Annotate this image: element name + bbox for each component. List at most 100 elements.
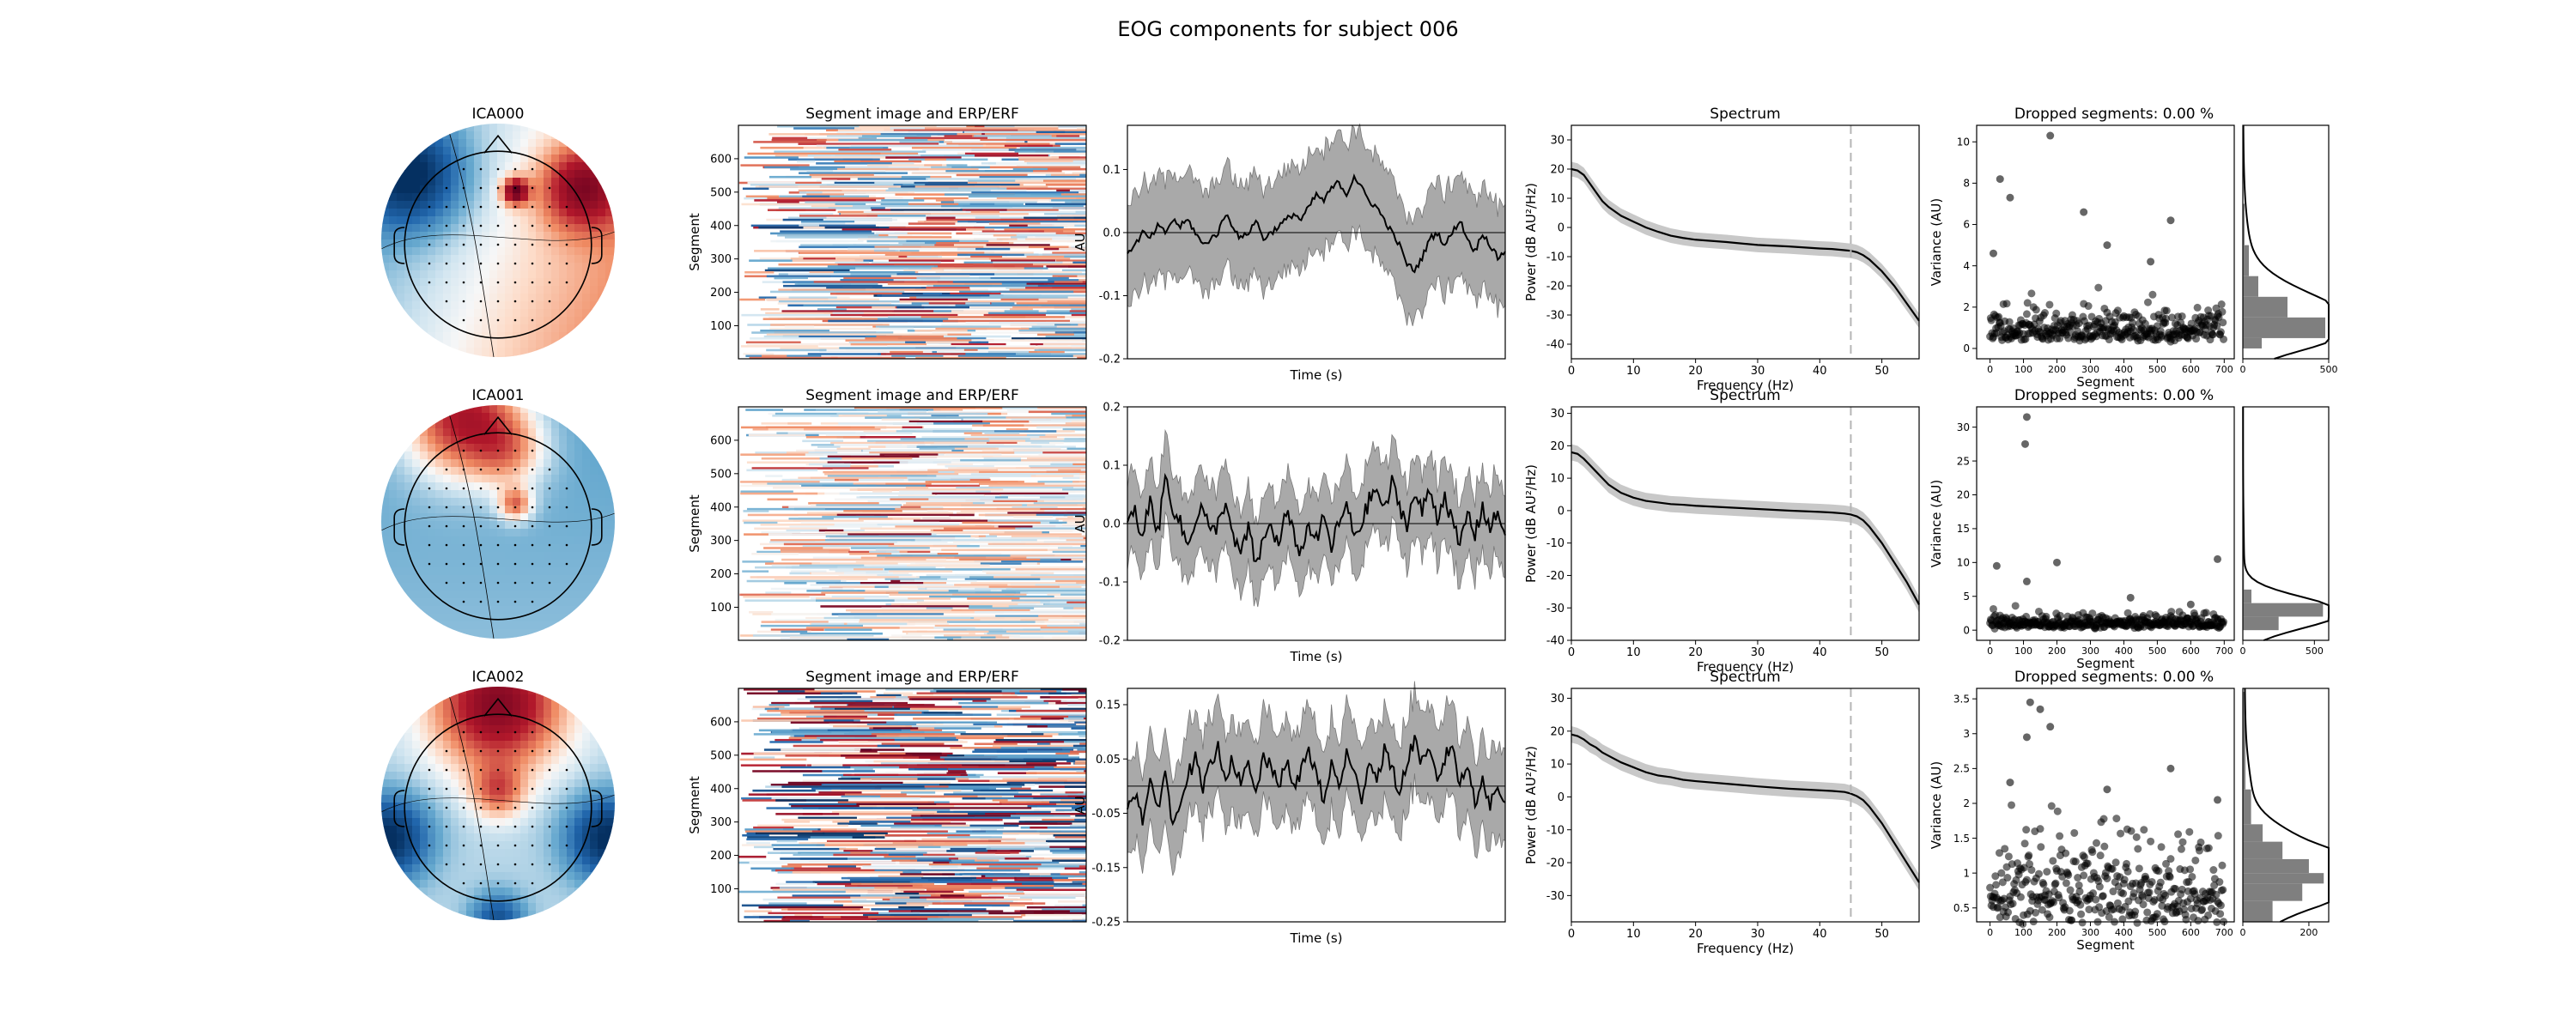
segment-point	[2143, 298, 2152, 306]
topomap-pixel	[412, 513, 421, 522]
topomap-pixel	[598, 710, 606, 718]
topomap-pixel	[598, 544, 606, 553]
topomap-pixel	[536, 629, 544, 638]
topomap-pixel	[528, 139, 537, 148]
segment-stripe	[890, 209, 963, 212]
topomap-pixel	[489, 725, 498, 734]
topomap-pixel	[613, 506, 615, 514]
topomap-pixel	[435, 536, 444, 545]
topomap-pixel	[497, 598, 506, 607]
topomap-pixel	[428, 216, 436, 225]
topomap-pixel	[574, 413, 583, 421]
topomap-pixel	[520, 733, 529, 742]
topomap-pixel	[536, 263, 544, 271]
topomap-pixel	[505, 779, 513, 788]
topomap-pixel	[505, 733, 513, 742]
outlier-point	[2166, 216, 2175, 225]
outlier-point	[2022, 413, 2031, 421]
topomap-pixel	[544, 309, 552, 318]
topomap-pixel	[428, 405, 436, 414]
topomap-pixel	[435, 405, 444, 414]
topomap-pixel	[443, 263, 452, 271]
topomap-pixel	[482, 810, 490, 819]
topomap-pixel	[428, 309, 436, 318]
sensor-dot	[531, 487, 534, 490]
topomap-pixel	[536, 444, 544, 452]
topomap-pixel	[474, 490, 483, 499]
topomap-pixel	[397, 482, 405, 491]
topomap-pixel	[451, 124, 459, 132]
segment-stripe	[933, 265, 1044, 268]
erp-confidence-band	[1127, 428, 1506, 608]
topomap-pixel	[613, 239, 615, 248]
topomap-pixel	[574, 201, 583, 209]
topomap-pixel	[466, 170, 475, 179]
topomap-pixel	[412, 772, 421, 780]
segment-stripe	[931, 267, 1024, 270]
topomap-pixel	[582, 286, 591, 294]
segment-stripe	[1082, 506, 1086, 509]
topomap-pixel	[605, 710, 614, 718]
topomap-pixel	[513, 263, 521, 271]
x-tick-label: 10	[1626, 365, 1641, 378]
topomap-pixel	[590, 294, 598, 302]
topomap-pixel	[451, 718, 459, 726]
topomap-pixel	[598, 185, 606, 194]
segment-stripe	[854, 407, 1003, 409]
topomap-pixel	[451, 506, 459, 514]
segment-stripe	[884, 556, 1027, 560]
segment-stripe	[963, 529, 1086, 532]
y-tick-label: 500	[710, 186, 732, 199]
segment-stripe	[759, 638, 848, 641]
segment-stripe	[1048, 167, 1086, 171]
topomap-pixel	[497, 185, 506, 194]
segment-stripe	[799, 245, 921, 249]
topomap-pixel	[590, 772, 598, 780]
topomap-pixel	[428, 756, 436, 765]
topomap-pixel	[536, 348, 544, 356]
topomap-pixel	[389, 124, 398, 132]
segment-stripe	[778, 300, 915, 303]
topomap-pixel	[505, 795, 513, 803]
topomap-pixel	[466, 131, 475, 140]
outlier-point	[2126, 593, 2135, 602]
topomap-pixel	[613, 513, 615, 522]
topomap-pixel	[397, 209, 405, 217]
topomap-pixel	[428, 629, 436, 638]
segment-stripe	[749, 259, 835, 262]
topomap-pixel	[412, 529, 421, 537]
topomap-pixel	[420, 694, 428, 703]
outlier-point	[2022, 577, 2031, 585]
segment-stripe	[937, 350, 988, 354]
segment-stripe	[1066, 354, 1086, 358]
topomap-pixel	[474, 444, 483, 452]
topomap-pixel	[459, 629, 467, 638]
sensor-dot	[479, 205, 483, 209]
head-outline	[404, 150, 592, 339]
segment-stripe	[1003, 245, 1069, 249]
topomap-pixel	[551, 482, 560, 491]
segment-stripe	[1026, 255, 1086, 258]
topomap-pixel	[466, 255, 475, 264]
topomap-pixel	[482, 209, 490, 217]
topomap-pixel	[520, 451, 529, 460]
topomap-pixel	[520, 544, 529, 553]
topomap-pixel	[536, 255, 544, 264]
segment-stripe	[760, 146, 823, 149]
topomap-pixel	[551, 702, 560, 711]
topomap-pixel	[459, 309, 467, 318]
sensor-dot	[565, 243, 568, 246]
segment-stripe	[996, 459, 1086, 462]
segment-stripe	[857, 178, 928, 180]
segment-stripe	[810, 584, 954, 586]
topomap-pixel	[551, 725, 560, 734]
topomap-pixel	[520, 591, 529, 599]
topomap-pixel	[605, 162, 614, 171]
topomap-pixel	[412, 209, 421, 217]
topomap-pixel	[443, 428, 452, 437]
topomap-pixel	[598, 193, 606, 202]
topomap-pixel	[435, 803, 444, 811]
topomap-pixel	[590, 178, 598, 186]
segment-stripe	[932, 492, 1069, 495]
topomap-pixel	[420, 428, 428, 437]
